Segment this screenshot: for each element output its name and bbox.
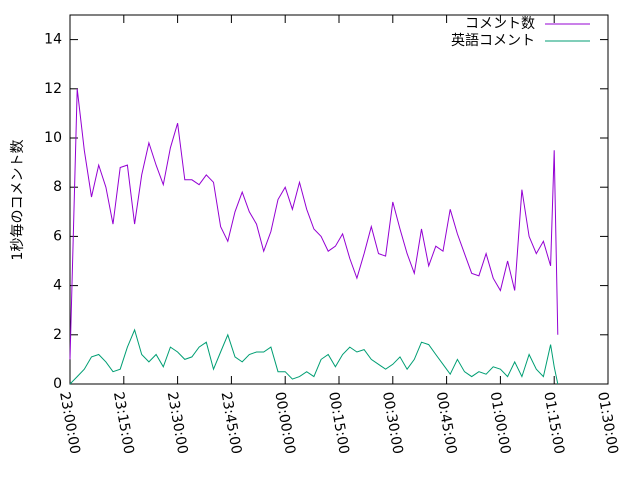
x-tick-label: 01:00:00: [487, 391, 514, 456]
y-tick-label: 8: [53, 179, 62, 195]
x-tick-label: 00:15:00: [325, 391, 352, 456]
legend-label: コメント数: [465, 16, 535, 32]
y-tick-label: 4: [53, 278, 62, 294]
data-line: [69, 328, 559, 385]
x-tick-label: 23:00:00: [56, 391, 83, 456]
y-tick-label: 14: [44, 32, 62, 48]
x-tick-label: 23:30:00: [164, 391, 191, 456]
x-tick-label: 00:30:00: [379, 391, 406, 456]
y-tick-label: 6: [53, 228, 62, 244]
x-tick-label: 00:00:00: [271, 391, 298, 456]
y-tick-label: 12: [44, 81, 62, 97]
x-tick-label: 00:45:00: [433, 391, 460, 456]
x-tick-label: 23:15:00: [110, 391, 137, 456]
x-tick-label: 01:15:00: [540, 391, 567, 456]
x-tick-label: 01:30:00: [594, 391, 621, 456]
y-tick-label: 10: [44, 130, 62, 146]
y-tick-label: 2: [53, 327, 62, 343]
x-tick-label: 23:45:00: [218, 391, 245, 456]
data-line: [69, 88, 559, 360]
plot-border: [69, 14, 609, 385]
legend-label: 英語コメント: [451, 32, 535, 49]
y-axis-label: 1秒毎のコメント数: [10, 140, 26, 261]
y-tick-label: 0: [53, 376, 62, 392]
